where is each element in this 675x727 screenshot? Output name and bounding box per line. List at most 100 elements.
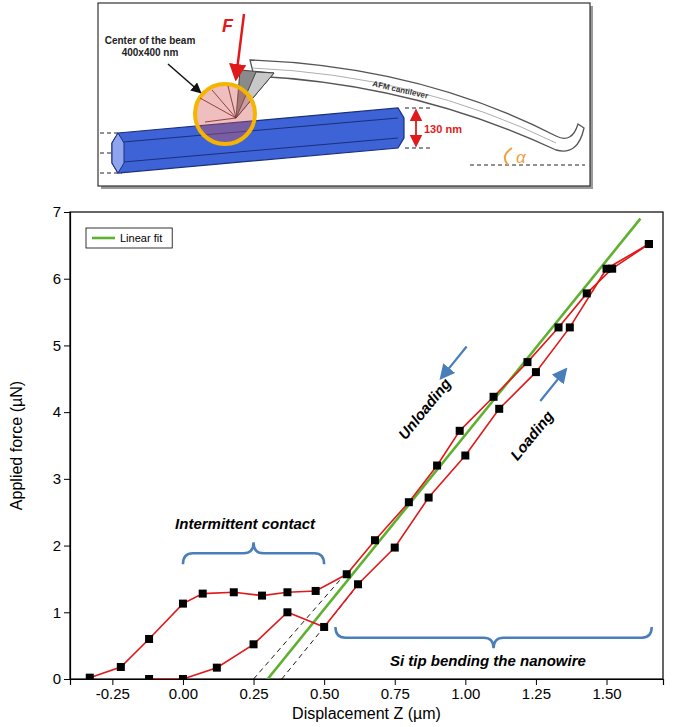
y-tick-label: 2 [53, 537, 61, 554]
y-axis-line [64, 213, 71, 680]
direction-arrow [441, 347, 466, 378]
data-point [258, 592, 266, 600]
cantilever-label: AFM cantilever [372, 79, 429, 101]
data-point [456, 427, 464, 435]
data-point [608, 265, 616, 273]
x-tick: 1.50 [592, 679, 621, 702]
y-tick-mark [64, 345, 70, 346]
data-point [343, 570, 351, 578]
y-tick: 3 [53, 470, 70, 487]
data-point [283, 588, 291, 596]
y-tick-mark [64, 546, 70, 547]
y-tick-label: 3 [53, 470, 61, 487]
dashed-guide [405, 148, 430, 149]
series-label: Unloading [395, 375, 454, 443]
data-point [250, 640, 258, 648]
data-point [179, 600, 187, 608]
y-tick: 5 [53, 337, 70, 354]
nanowire-beam [112, 108, 404, 173]
angle-label: α [516, 148, 527, 167]
data-point [495, 405, 503, 413]
dashed-guide [470, 165, 585, 166]
beam-end [112, 133, 124, 173]
y-tick-mark [64, 612, 70, 613]
x-axis-line [71, 680, 664, 686]
brace [335, 627, 651, 648]
x-tick-label: 1.25 [522, 685, 551, 702]
y-tick-label: 5 [53, 337, 61, 354]
y-tick-mark [64, 212, 70, 213]
y-axis: 01234567 [53, 203, 71, 687]
x-tick: 0.25 [239, 679, 268, 702]
x-axis: -0.250.000.250.500.751.001.251.50 [71, 679, 664, 702]
data-point [320, 623, 328, 631]
legend-label: Linear fit [120, 232, 162, 244]
x-tick-label: 0.00 [169, 685, 198, 702]
plot-data [86, 219, 653, 679]
y-tick-mark [64, 412, 70, 413]
y-tick-label: 0 [53, 670, 61, 687]
data-point [179, 675, 187, 679]
beam-label: Center of the beam [105, 35, 196, 46]
series-line [90, 244, 649, 678]
data-point [86, 674, 94, 679]
x-tick: 1.00 [451, 679, 480, 702]
data-point [145, 675, 153, 679]
beam-center-ray [228, 86, 236, 118]
y-tick-mark [64, 679, 70, 680]
fit-line [268, 219, 641, 679]
schematic: 130 nm α AFM cantilever F Center of the beam… [98, 3, 593, 189]
legend: Linear fit [86, 228, 172, 248]
annotation: Si tip bending the nanowire [390, 652, 586, 669]
schematic-frame [98, 3, 590, 186]
data-point [583, 289, 591, 297]
x-tick: 0.50 [310, 679, 339, 702]
angle-arc [505, 148, 512, 165]
beam-center [195, 84, 255, 144]
data-point [532, 368, 540, 376]
data-point [555, 323, 563, 331]
data-point [391, 544, 399, 552]
cantilever-edge [252, 68, 556, 143]
annotations: Intermittent contact Si tip bending the n… [175, 347, 652, 669]
y-tick: 0 [53, 670, 70, 687]
guide-line [254, 572, 347, 679]
force-arrow [236, 14, 244, 78]
plot-frame [70, 212, 663, 679]
series-label: Loading [507, 407, 557, 463]
data-point [433, 462, 441, 470]
data-point [405, 498, 413, 506]
y-tick: 2 [53, 537, 70, 554]
dashed-guide [405, 108, 430, 109]
data-point [523, 358, 531, 366]
data-point [354, 580, 362, 588]
data-point [145, 635, 153, 643]
data-point [283, 608, 291, 616]
data-point [213, 664, 221, 672]
y-tick: 6 [53, 270, 70, 287]
data-point [371, 536, 379, 544]
brace [183, 542, 324, 564]
beam-center-ray [200, 98, 236, 118]
data-point [645, 240, 653, 248]
x-tick-label: 1.50 [592, 685, 621, 702]
annotation: Intermittent contact [175, 515, 316, 532]
data-point [117, 663, 125, 671]
beam-center-ray [205, 118, 236, 122]
diameter-arrow [415, 111, 417, 145]
data-point [645, 240, 653, 248]
x-tick: 0.00 [169, 679, 198, 702]
beam-label-arrow [168, 64, 200, 92]
data-point [199, 590, 207, 598]
diameter-label: 130 nm [424, 123, 462, 135]
beam-label: 400x400 nm [122, 47, 179, 58]
data-point [425, 494, 433, 502]
y-tick-label: 4 [53, 403, 61, 420]
data-point [461, 452, 469, 460]
x-tick-label: 0.25 [239, 685, 268, 702]
y-tick-mark [64, 479, 70, 480]
x-tick: 1.25 [522, 679, 551, 702]
legend-swatch [92, 237, 115, 240]
data-point [230, 588, 238, 596]
force-label: F [222, 16, 234, 36]
